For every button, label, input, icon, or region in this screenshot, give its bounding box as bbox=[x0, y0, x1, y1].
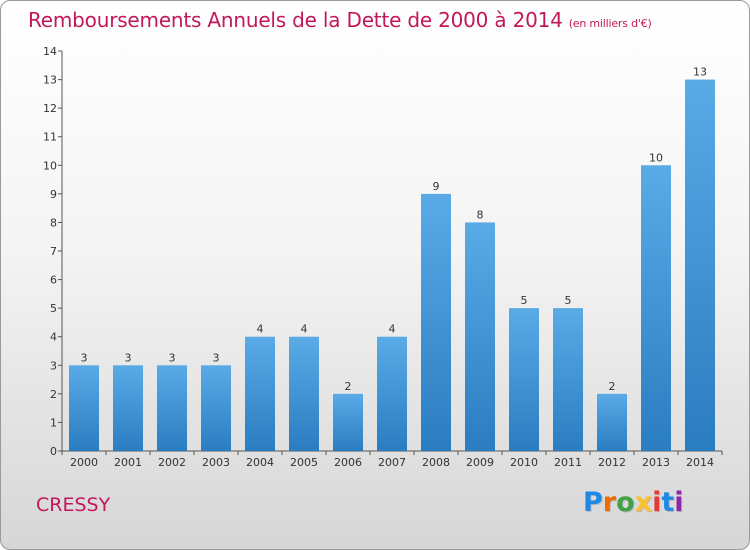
bar-value-label: 4 bbox=[301, 323, 308, 336]
bar bbox=[113, 365, 143, 451]
bar-value-label: 9 bbox=[433, 180, 440, 193]
bar bbox=[157, 365, 187, 451]
y-tick-label: 7 bbox=[50, 245, 57, 258]
bar bbox=[685, 79, 715, 452]
y-tick-label: 4 bbox=[50, 331, 57, 344]
y-tick-label: 2 bbox=[50, 388, 57, 401]
x-tick-label: 2002 bbox=[158, 456, 186, 469]
y-tick-label: 14 bbox=[43, 45, 57, 58]
bar bbox=[69, 365, 99, 451]
y-tick-label: 12 bbox=[43, 102, 57, 115]
chart-labels: 2000 3 2001 3 2002 3 2003 3 2004 4 2005 4 2006 2 2007 4… bbox=[70, 66, 714, 469]
y-tick-label: 10 bbox=[43, 159, 57, 172]
bar-value-label: 10 bbox=[649, 151, 663, 164]
brand-letter: t bbox=[661, 487, 675, 518]
y-tick-label: 9 bbox=[50, 188, 57, 201]
x-tick-label: 2007 bbox=[378, 456, 406, 469]
x-tick-label: 2014 bbox=[686, 456, 714, 469]
brand-logo[interactable]: Proxiti bbox=[583, 487, 684, 518]
x-tick-label: 2004 bbox=[246, 456, 274, 469]
bar-value-label: 3 bbox=[169, 351, 176, 364]
y-tick-label: 8 bbox=[50, 216, 57, 229]
brand-letter: x bbox=[634, 487, 653, 518]
x-tick-label: 2000 bbox=[70, 456, 98, 469]
brand-letter: r bbox=[602, 487, 617, 518]
x-tick-label: 2012 bbox=[598, 456, 626, 469]
y-tick-label: 0 bbox=[50, 445, 57, 458]
bar-value-label: 2 bbox=[345, 380, 352, 393]
bar-value-label: 3 bbox=[125, 351, 132, 364]
chart-title-text: Remboursements Annuels de la Dette de 20… bbox=[28, 8, 563, 32]
brand-letter: P bbox=[583, 487, 603, 518]
bar bbox=[377, 336, 407, 451]
bar-value-label: 2 bbox=[609, 380, 616, 393]
y-tick-label: 13 bbox=[43, 74, 57, 87]
x-tick-label: 2010 bbox=[510, 456, 538, 469]
x-tick-label: 2011 bbox=[554, 456, 582, 469]
bar bbox=[333, 393, 363, 451]
bar bbox=[465, 222, 495, 451]
bar-value-label: 5 bbox=[521, 294, 528, 307]
bar-value-label: 13 bbox=[693, 66, 707, 79]
chart-title: Remboursements Annuels de la Dette de 20… bbox=[28, 8, 652, 32]
x-tick-label: 2009 bbox=[466, 456, 494, 469]
bar bbox=[641, 165, 671, 452]
x-tick-label: 2008 bbox=[422, 456, 450, 469]
x-tick-label: 2006 bbox=[334, 456, 362, 469]
bar-value-label: 4 bbox=[389, 323, 396, 336]
bar-value-label: 3 bbox=[81, 351, 88, 364]
chart-bars bbox=[69, 79, 715, 452]
x-tick-label: 2003 bbox=[202, 456, 230, 469]
bar-value-label: 8 bbox=[477, 208, 484, 221]
x-tick-label: 2005 bbox=[290, 456, 318, 469]
bar-value-label: 4 bbox=[257, 323, 264, 336]
bar bbox=[201, 365, 231, 451]
bar bbox=[597, 393, 627, 451]
brand-letter: i bbox=[652, 487, 662, 518]
y-tick-label: 3 bbox=[50, 359, 57, 372]
chart-subtitle: (en milliers d'€) bbox=[568, 17, 652, 30]
bar bbox=[289, 336, 319, 451]
bar bbox=[421, 193, 451, 451]
brand-letter: i bbox=[674, 487, 684, 518]
bar bbox=[553, 308, 583, 451]
bar-value-label: 5 bbox=[565, 294, 572, 307]
bar bbox=[509, 308, 539, 451]
y-tick-label: 1 bbox=[50, 416, 57, 429]
brand-letter: o bbox=[616, 487, 635, 518]
bar bbox=[245, 336, 275, 451]
x-tick-label: 2001 bbox=[114, 456, 142, 469]
y-tick-label: 6 bbox=[50, 274, 57, 287]
y-tick-label: 11 bbox=[43, 131, 57, 144]
x-tick-label: 2013 bbox=[642, 456, 670, 469]
bar-value-label: 3 bbox=[213, 351, 220, 364]
commune-name: CRESSY bbox=[36, 494, 111, 516]
y-tick-label: 5 bbox=[50, 302, 57, 315]
